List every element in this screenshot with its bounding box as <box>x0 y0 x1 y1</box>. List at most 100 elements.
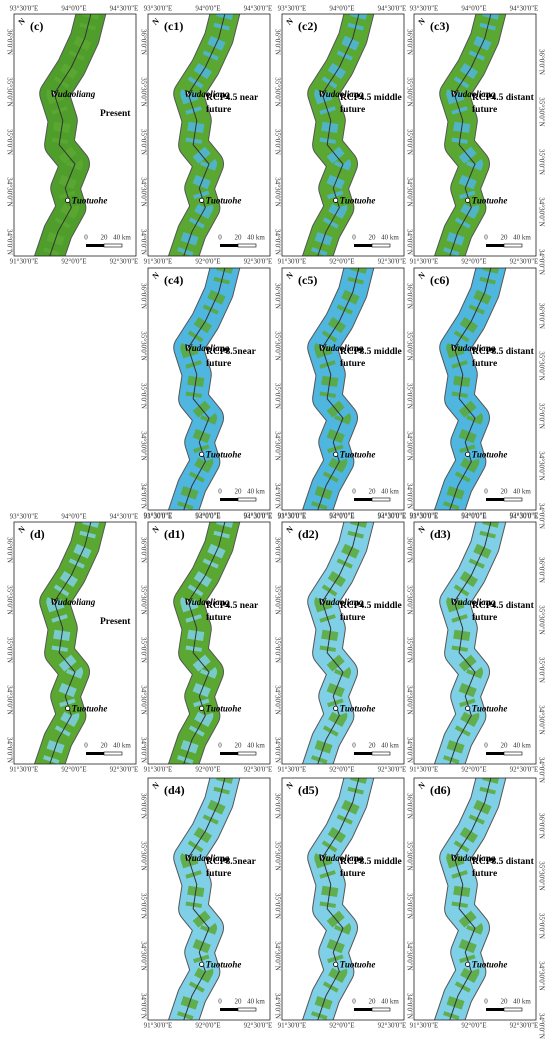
lat-tick-label: 34°0'0"N <box>537 503 545 529</box>
lon-tick-label: 93°30'0"E <box>410 513 439 521</box>
lon-tick-label: 93°30'0"E <box>144 513 173 521</box>
lon-tick-label: 92°0'0"E <box>195 1022 220 1030</box>
place-marker <box>465 197 471 203</box>
scale-label: 20 <box>501 998 509 1006</box>
panel-label: (c1) <box>164 19 183 33</box>
lon-tick-label: 94°0'0"E <box>329 5 354 13</box>
lat-tick-label: 34°30'0"N <box>537 451 545 480</box>
lat-tick-label: 34°0'0"N <box>139 229 147 255</box>
place-label: Wudaoliang <box>318 89 364 99</box>
lat-tick-label: 34°30'0"N <box>273 941 281 970</box>
lat-tick-label: 34°30'0"N <box>139 941 147 970</box>
lat-tick-label: 34°30'0"N <box>537 961 545 990</box>
scenario-label: future <box>472 359 497 369</box>
lat-tick-label: 34°0'0"N <box>139 993 147 1019</box>
place-label: Tuotuohe <box>340 703 376 713</box>
river-corridor <box>433 14 507 256</box>
scale-label: 40 km <box>247 234 265 242</box>
scale-label: 40 km <box>381 742 399 750</box>
lon-tick-label: 91°30'0"E <box>410 766 439 774</box>
scale-label: 0 <box>218 742 222 750</box>
place-marker <box>451 91 457 97</box>
north-arrow: N <box>285 270 295 281</box>
lat-tick-label: 35°0'0"N <box>405 129 413 155</box>
place-marker <box>465 961 471 967</box>
lat-tick-label: 34°30'0"N <box>273 685 281 714</box>
scenario-label: future <box>206 869 231 879</box>
lon-tick-label: 91°30'0"E <box>144 512 173 520</box>
place-label: Wudaoliang <box>184 89 230 99</box>
lat-tick-label: 35°0'0"N <box>273 383 281 409</box>
lat-tick-label: 35°30'0"N <box>537 97 545 126</box>
lat-tick-label: 35°30'0"N <box>405 585 413 614</box>
lat-tick-label: 34°0'0"N <box>405 993 413 1019</box>
lon-tick-label: 92°0'0"E <box>195 766 220 774</box>
lat-tick-label: 34°0'0"N <box>405 737 413 763</box>
lat-tick-label: 36°0'0"N <box>537 813 545 839</box>
place-label: Tuotuohe <box>206 449 242 459</box>
place-marker <box>451 599 457 605</box>
river-line <box>183 268 226 510</box>
north-arrow: N <box>285 524 295 535</box>
scenario-label: future <box>340 613 365 623</box>
lat-tick-label: 34°0'0"N <box>139 483 147 509</box>
lon-tick-label: 92°30'0"E <box>244 512 273 520</box>
scenario-label: future <box>206 359 231 369</box>
lat-tick-label: 34°30'0"N <box>5 177 13 206</box>
panel-frame <box>281 521 405 765</box>
river-corridor <box>301 522 375 764</box>
lat-tick-label: 35°30'0"N <box>5 77 13 106</box>
lat-tick-label: 34°0'0"N <box>273 483 281 509</box>
lon-tick-label: 91°30'0"E <box>278 766 307 774</box>
lat-tick-label: 36°0'0"N <box>5 537 13 563</box>
lon-tick-label: 94°30'0"E <box>244 513 273 521</box>
scenario-label: future <box>472 105 497 115</box>
panel-label: (c2) <box>298 19 317 33</box>
scale-bar <box>86 752 104 755</box>
scale-label: 20 <box>101 234 109 242</box>
lat-tick-label: 34°0'0"N <box>537 1013 545 1039</box>
lon-tick-label: 92°30'0"E <box>378 512 407 520</box>
place-label: Tuotuohe <box>206 703 242 713</box>
lon-tick-label: 92°0'0"E <box>461 1022 486 1030</box>
lon-tick-label: 94°0'0"E <box>461 513 486 521</box>
scale-bar <box>371 1007 391 1012</box>
lat-tick-label: 35°30'0"N <box>405 331 413 360</box>
scenario-label: RCP4.5 distant <box>472 601 535 611</box>
lon-tick-label: 92°0'0"E <box>61 766 86 774</box>
lat-tick-label: 35°0'0"N <box>273 893 281 919</box>
scale-bar <box>354 752 372 755</box>
scale-bar <box>371 243 391 248</box>
place-label: Tuotuohe <box>472 195 508 205</box>
river-line <box>317 778 360 1020</box>
scale-bar <box>220 1008 238 1011</box>
lat-tick-label: 34°0'0"N <box>273 993 281 1019</box>
panel-label: (d5) <box>298 783 319 797</box>
map-panel: N (c3) RCP4.5 distant future Wudaoliang Tuotu… <box>405 5 545 275</box>
panel-frame <box>413 777 537 1021</box>
river-corridor <box>301 778 375 1020</box>
place-label: Wudaoliang <box>50 597 96 607</box>
north-arrow: N <box>17 524 27 535</box>
river-line <box>183 14 226 256</box>
place-marker <box>319 599 325 605</box>
lon-tick-label: 92°0'0"E <box>461 766 486 774</box>
lon-tick-label: 92°0'0"E <box>329 1022 354 1030</box>
lon-tick-label: 91°30'0"E <box>410 1022 439 1030</box>
panel-label: (c4) <box>164 273 183 287</box>
place-marker <box>319 345 325 351</box>
river-line <box>449 522 492 764</box>
lat-tick-label: 35°30'0"N <box>5 585 13 614</box>
lon-tick-label: 92°30'0"E <box>110 766 139 774</box>
place-label: Wudaoliang <box>450 343 496 353</box>
lon-tick-label: 94°30'0"E <box>510 5 539 13</box>
lat-tick-label: 35°0'0"N <box>5 129 13 155</box>
lat-tick-label: 36°0'0"N <box>405 283 413 309</box>
lat-tick-label: 36°0'0"N <box>537 303 545 329</box>
panel-label: (d3) <box>430 527 451 541</box>
lon-tick-label: 92°0'0"E <box>195 258 220 266</box>
scale-label: 40 km <box>381 488 399 496</box>
panel-label: (c3) <box>430 19 449 33</box>
north-arrow: N <box>151 16 161 27</box>
